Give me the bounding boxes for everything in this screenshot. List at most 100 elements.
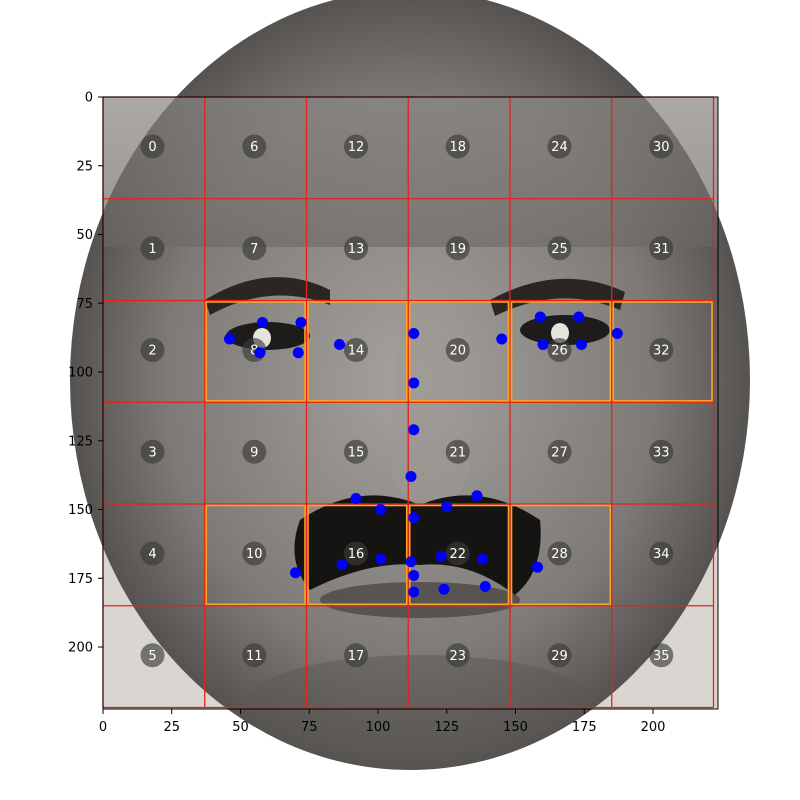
landmark-point-26 [408, 586, 420, 598]
landmark-point-3 [295, 317, 307, 328]
cell-marker-22 [445, 541, 470, 566]
cell-label-18: 18 [449, 140, 466, 155]
y-tick-label-50: 50 [76, 228, 93, 243]
cell-marker-35 [649, 643, 674, 668]
x-tick-label-75: 75 [301, 720, 318, 735]
landmark-point-31 [532, 561, 543, 573]
cell-marker-20 [445, 338, 470, 362]
landmark-point-5 [334, 339, 345, 350]
highlight-box-16 [307, 504, 408, 606]
cell-label-19: 19 [449, 242, 466, 257]
cell-label-24: 24 [551, 140, 568, 155]
plot-area: 0123456789101112131415161718192021222324… [70, 0, 750, 770]
cell-label-28: 28 [551, 547, 568, 562]
cell-label-13: 13 [348, 242, 365, 257]
axes-frame [102, 96, 719, 710]
cell-label-20: 20 [449, 344, 466, 359]
cell-label-9: 9 [250, 445, 258, 460]
y-tick-label-150: 150 [68, 503, 93, 518]
landmark-point-20 [611, 328, 623, 339]
y-tick-label-75: 75 [76, 297, 93, 312]
landmark-point-2 [254, 347, 266, 359]
landmark-point-13 [441, 501, 453, 513]
cell-marker-9 [242, 439, 267, 464]
cell-marker-5 [140, 643, 165, 668]
highlight-box-14 [307, 301, 408, 402]
cell-marker-4 [140, 541, 165, 566]
cell-label-17: 17 [348, 649, 365, 664]
cell-label-2: 2 [148, 344, 156, 359]
landmark-point-30 [479, 581, 491, 592]
cell-label-11: 11 [246, 649, 263, 664]
cell-marker-26 [547, 338, 572, 362]
cell-label-31: 31 [653, 242, 670, 257]
cell-marker-3 [140, 439, 165, 464]
landmark-point-0 [224, 333, 235, 345]
cell-marker-13 [344, 236, 368, 261]
cell-marker-24 [547, 134, 572, 159]
landmark-point-6 [408, 328, 420, 339]
landmark-point-12 [408, 512, 420, 524]
x-axis: 0 25 50 75 100 125 150 175 200 [99, 709, 665, 735]
cell-label-34: 34 [653, 547, 670, 562]
landmark-point-19 [576, 339, 587, 350]
cell-marker-6 [242, 134, 267, 159]
highlight-layer [205, 301, 713, 606]
cell-marker-31 [649, 236, 674, 261]
landmark-point-14 [471, 490, 483, 502]
landmark-point-21 [290, 567, 301, 579]
landmark-point-10 [350, 493, 362, 504]
cell-label-6: 6 [250, 140, 258, 155]
landmark-point-17 [537, 339, 549, 350]
y-tick-label-175: 175 [68, 572, 93, 587]
cell-label-30: 30 [653, 140, 670, 155]
cell-marker-12 [344, 134, 368, 159]
x-tick-label-50: 50 [232, 720, 249, 735]
landmark-point-4 [292, 347, 304, 359]
y-tick-label-200: 200 [68, 641, 93, 656]
x-tick-label-125: 125 [434, 720, 459, 735]
cell-marker-19 [445, 236, 470, 261]
cell-marker-21 [445, 439, 470, 464]
cell-marker-28 [547, 541, 572, 566]
cell-label-15: 15 [348, 445, 365, 460]
cell-marker-18 [445, 134, 470, 159]
cell-label-27: 27 [551, 445, 568, 460]
cell-marker-10 [242, 541, 267, 566]
landmark-point-16 [534, 311, 546, 323]
cell-marker-1 [140, 236, 165, 261]
landmark-point-7 [408, 377, 420, 389]
y-axis: 0 25 50 75 100 125 150 175 200 [68, 91, 103, 656]
cell-marker-25 [547, 236, 572, 261]
x-tick-label-25: 25 [163, 720, 180, 735]
cell-marker-17 [344, 643, 368, 668]
landmark-point-18 [573, 311, 585, 323]
y-tick-label-125: 125 [68, 434, 93, 449]
cell-label-8: 8 [250, 344, 258, 359]
x-tick-label-175: 175 [572, 720, 597, 735]
cell-label-0: 0 [148, 140, 156, 155]
points-layer [224, 311, 623, 598]
cell-label-16: 16 [348, 547, 365, 562]
cell-label-5: 5 [148, 649, 156, 664]
landmark-point-23 [375, 553, 387, 565]
cell-marker-2 [140, 338, 165, 362]
cell-marker-34 [649, 541, 674, 566]
landmark-point-11 [375, 504, 387, 515]
cell-label-3: 3 [148, 445, 156, 460]
x-tick-label-100: 100 [366, 720, 391, 735]
cell-label-32: 32 [653, 344, 670, 359]
cell-label-10: 10 [246, 547, 263, 562]
highlight-box-22 [408, 504, 510, 606]
landmark-point-1 [257, 317, 268, 328]
cell-marker-23 [445, 643, 470, 668]
cell-label-26: 26 [551, 344, 568, 359]
cell-marker-14 [344, 338, 368, 362]
landmark-point-9 [405, 471, 417, 482]
highlight-box-32 [612, 301, 713, 402]
cell-marker-7 [242, 236, 267, 261]
cell-label-25: 25 [551, 242, 568, 257]
landmark-point-29 [477, 553, 488, 565]
cell-marker-33 [649, 439, 674, 464]
